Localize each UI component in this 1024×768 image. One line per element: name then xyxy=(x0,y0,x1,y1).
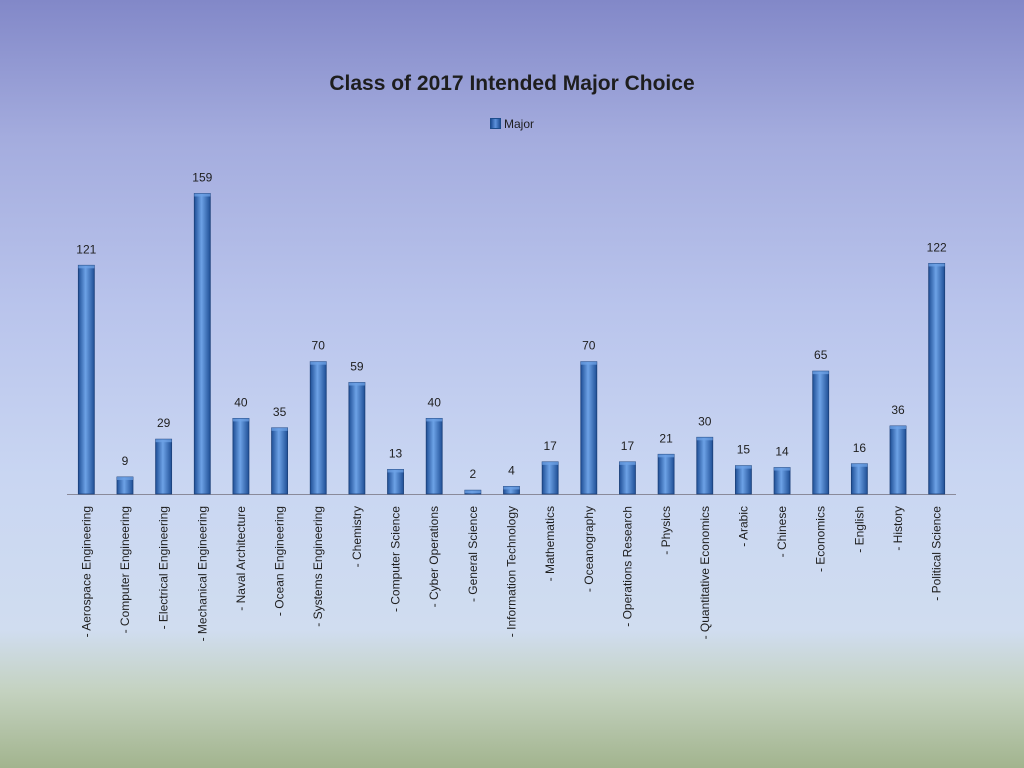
bar-8 xyxy=(387,469,404,495)
category-label-2: - Electrical Engineering xyxy=(157,506,171,629)
bar-22 xyxy=(928,263,946,495)
bar-13 xyxy=(580,361,598,495)
bar-5 xyxy=(271,427,288,495)
data-labels-group: 121 9 29 159 40 35 70 59 13 40 2 4 17 70 17 21 30 15 14 65 1… xyxy=(76,170,947,481)
data-label-7: 59 xyxy=(350,359,364,373)
data-label-10: 2 xyxy=(470,467,477,481)
bar-2 xyxy=(155,438,173,495)
category-label-17: - Arabic xyxy=(736,506,750,547)
category-label-4: - Naval Architecture xyxy=(234,506,248,611)
bar-18 xyxy=(773,467,791,495)
data-label-4: 40 xyxy=(234,395,248,409)
bar-cap-14 xyxy=(619,461,636,465)
category-label-15: - Physics xyxy=(659,506,673,555)
category-label-19: - Economics xyxy=(814,506,828,572)
bar-17 xyxy=(735,465,752,495)
data-label-18: 14 xyxy=(775,445,789,459)
bar-cap-21 xyxy=(890,425,907,429)
bar-cap-0 xyxy=(78,265,95,269)
data-label-11: 4 xyxy=(508,463,515,477)
bar-12 xyxy=(541,461,559,495)
bar-cap-20 xyxy=(851,463,868,467)
bars-group xyxy=(77,193,946,495)
bar-21 xyxy=(889,425,907,495)
data-label-2: 29 xyxy=(157,416,171,430)
data-label-9: 40 xyxy=(428,395,442,409)
bar-cap-22 xyxy=(928,263,945,267)
bar-6 xyxy=(309,361,327,495)
data-label-0: 121 xyxy=(76,242,96,256)
bar-cap-16 xyxy=(696,437,713,441)
data-label-12: 17 xyxy=(543,439,557,453)
bar-cap-4 xyxy=(232,418,249,422)
bar-cap-3 xyxy=(194,193,211,197)
legend: Major xyxy=(0,117,1024,131)
bar-cap-2 xyxy=(155,439,172,443)
bar-9 xyxy=(425,417,443,495)
bar-cap-12 xyxy=(542,461,559,465)
category-label-1: - Computer Engineering xyxy=(118,506,132,633)
bar-cap-5 xyxy=(271,427,288,431)
category-label-22: - Political Science xyxy=(930,506,944,601)
data-label-15: 21 xyxy=(659,431,673,445)
data-label-19: 65 xyxy=(814,348,828,362)
category-label-8: - Computer Science xyxy=(389,506,403,612)
bar-14 xyxy=(619,461,636,495)
data-label-16: 30 xyxy=(698,414,712,428)
bar-16 xyxy=(696,436,714,495)
bar-cap-8 xyxy=(387,469,404,473)
bar-cap-11 xyxy=(503,486,520,490)
data-label-8: 13 xyxy=(389,446,403,460)
category-label-10: - General Science xyxy=(466,506,480,602)
bar-0 xyxy=(77,264,95,495)
category-label-9: - Cyber Operations xyxy=(427,506,441,607)
legend-swatch-major xyxy=(489,118,501,129)
bar-cap-18 xyxy=(774,467,791,471)
category-label-14: - Operations Research xyxy=(620,506,634,627)
category-label-21: - History xyxy=(891,506,905,551)
category-label-5: - Ocean Engineering xyxy=(273,506,287,616)
category-label-20: - English xyxy=(852,506,866,553)
legend-label-major: Major xyxy=(503,117,534,131)
category-label-12: - Mathematics xyxy=(543,506,557,581)
data-label-3: 159 xyxy=(192,170,212,184)
data-label-13: 70 xyxy=(582,339,596,353)
data-label-14: 17 xyxy=(621,439,635,453)
chart-title: Class of 2017 Intended Major Choice xyxy=(329,72,695,95)
category-label-13: - Oceanography xyxy=(582,506,596,592)
bar-cap-19 xyxy=(812,371,829,375)
bar-15 xyxy=(657,453,675,495)
data-label-22: 122 xyxy=(927,240,947,254)
bar-cap-6 xyxy=(310,361,327,365)
category-label-6: - Systems Engineering xyxy=(311,506,325,627)
data-label-1: 9 xyxy=(122,454,129,468)
category-label-18: - Chinese xyxy=(775,506,789,558)
data-label-6: 70 xyxy=(312,339,326,353)
bar-cap-10 xyxy=(464,490,481,494)
bar-7 xyxy=(348,382,366,495)
category-labels-group: - Aerospace Engineering - Computer Engine… xyxy=(79,506,943,642)
bar-cap-17 xyxy=(735,465,752,469)
bar-cap-13 xyxy=(580,361,597,365)
bar-3 xyxy=(193,193,211,495)
bar-19 xyxy=(812,370,830,495)
data-label-21: 36 xyxy=(891,403,905,417)
data-label-17: 15 xyxy=(737,443,751,457)
bar-cap-7 xyxy=(348,382,365,386)
data-label-20: 16 xyxy=(853,441,867,455)
category-label-3: - Mechanical Engineering xyxy=(195,506,209,641)
bar-20 xyxy=(850,463,868,495)
data-label-5: 35 xyxy=(273,405,287,419)
bar-cap-15 xyxy=(658,454,675,458)
category-label-11: - Information Technology xyxy=(505,506,519,637)
category-label-7: - Chemistry xyxy=(350,506,364,567)
category-label-16: - Quantitative Economics xyxy=(698,506,712,639)
bar-cap-9 xyxy=(426,418,443,422)
category-label-0: - Aerospace Engineering xyxy=(79,506,93,637)
bar-4 xyxy=(232,417,250,495)
bar-cap-1 xyxy=(116,476,133,480)
